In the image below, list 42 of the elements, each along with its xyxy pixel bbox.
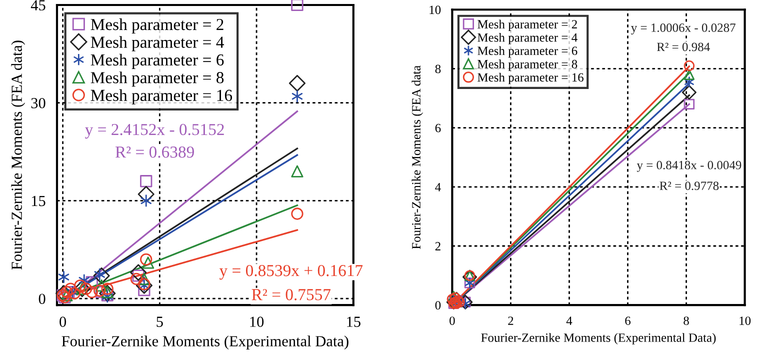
y-tick-label: 8 <box>435 64 441 74</box>
x-axis-title: Fourier-Zernike Moments (Experimental Data) <box>481 333 716 344</box>
y-tick-label: 2 <box>435 242 440 250</box>
x-tick-label: 2 <box>508 316 514 325</box>
x-axis-title: Fourier-Zernike Moments (Experimental Data) <box>62 336 348 350</box>
annotation: R² = 0.9778 <box>660 182 719 190</box>
y-tick-label: 15 <box>32 196 46 206</box>
legend-label: Mesh parameter = 16 <box>478 72 584 84</box>
legend-label: Mesh parameter = 8 <box>90 72 224 87</box>
y-tick-label: 4 <box>435 183 441 192</box>
legend-label: Mesh parameter = 4 <box>478 32 578 44</box>
annotation: R² = 0.7557 <box>252 289 331 300</box>
x-tick-label: 15 <box>347 316 360 327</box>
legend-label: Mesh parameter = 6 <box>478 46 578 58</box>
y-tick-label: 0 <box>435 301 441 310</box>
y-tick-label: 6 <box>435 124 441 132</box>
legend-label: Mesh parameter = 6 <box>90 54 224 69</box>
x-tick-label: 6 <box>625 316 631 325</box>
legend-label: Mesh parameter = 2 <box>90 18 224 34</box>
annotation: y = 2.4152x - 0.5152 <box>85 124 224 139</box>
y-tick-label: 10 <box>430 6 441 14</box>
annotation: y = 0.8418x - 0.0049 <box>636 160 742 172</box>
x-tick-label: 8 <box>684 316 689 325</box>
annotation: R² = 0.6389 <box>115 146 194 158</box>
y-axis-title: Fourier-Zernike Moments (FEA data <box>412 65 424 250</box>
legend-label: Mesh parameter = 8 <box>478 60 578 71</box>
annotation: R² = 0.984 <box>656 42 710 52</box>
y-tick-label: 0 <box>38 294 46 304</box>
y-tick-label: 45 <box>30 0 46 10</box>
legend-label: Mesh parameter = 16 <box>90 89 232 104</box>
legend-label: Mesh parameter = 4 <box>90 36 224 52</box>
x-tick-label: 10 <box>740 316 751 325</box>
y-tick-label: 30 <box>31 98 46 108</box>
y-axis-title: Fourier-Zernike Moments (FEA data) <box>11 40 26 270</box>
x-tick-label: 10 <box>250 316 264 327</box>
legend-label: Mesh parameter = 2 <box>478 20 577 32</box>
x-tick-label: 4 <box>566 316 572 325</box>
annotation: y = 0.8539x + 0.1617 <box>219 264 363 280</box>
x-tick-label: 5 <box>156 316 163 327</box>
x-tick-label: 0 <box>450 316 455 325</box>
x-tick-label: 0 <box>60 316 66 327</box>
annotation: y = 1.0006x - 0.0287 <box>631 23 736 34</box>
